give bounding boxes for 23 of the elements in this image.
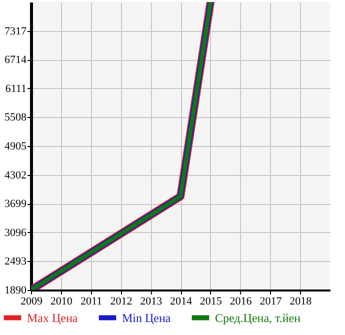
x-tick-label: 2011 (80, 296, 102, 308)
x-tick-label: 2017 (260, 296, 282, 308)
y-tick-label: 4905 (4, 140, 27, 152)
x-tick-label: 2018 (290, 296, 312, 308)
legend-label: Сред.Цена, т.йен (215, 310, 302, 325)
y-tick-label: 5508 (4, 112, 27, 124)
x-tick-label: 2012 (110, 296, 132, 308)
y-tick-label: 6111 (5, 82, 26, 95)
y-tick-label: 7317 (4, 25, 27, 38)
x-tick-label: 2016 (230, 296, 252, 308)
y-tick-label: 6714 (4, 54, 27, 66)
x-tick-label: 2014 (170, 296, 192, 308)
x-tick-label: 2015 (200, 296, 222, 308)
y-tick-label: 2493 (4, 256, 27, 268)
legend-label: Max Цена (27, 310, 78, 325)
y-tick-label: 4302 (4, 169, 26, 182)
y-tick-label: 3096 (4, 226, 27, 239)
x-tick-label: 2013 (140, 296, 163, 308)
y-tick-label: 1890 (4, 284, 27, 296)
x-tick-label: 2010 (50, 296, 73, 308)
legend-label: Min Цена (122, 310, 172, 325)
x-tick-label: 2009 (20, 296, 43, 308)
y-tick-label: 3699 (4, 198, 27, 210)
